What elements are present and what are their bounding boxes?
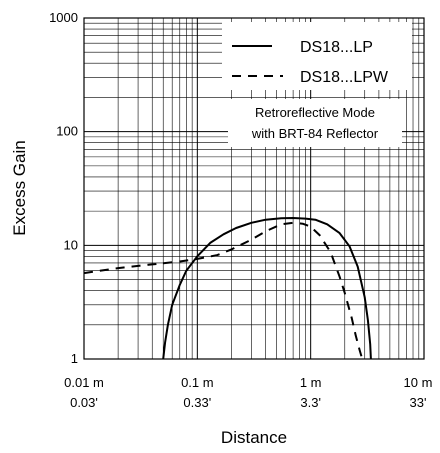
x-tick-label-feet: 3.3' (300, 395, 321, 410)
series-line-lpw (83, 221, 364, 360)
x-tick-label: 1 m (300, 375, 322, 390)
x-tick-labels: 0.01 m 0.03' 0.1 m 0.33' 1 m 3.3' 10 m 33' (64, 375, 432, 410)
x-tick-label-feet: 0.03' (70, 395, 98, 410)
y-tick-label: 1 (71, 351, 78, 366)
legend-box (222, 22, 412, 90)
y-tick-label: 100 (56, 124, 78, 139)
x-tick-label: 0.01 m (64, 375, 104, 390)
annotation-line-1: Retroreflective Mode (255, 105, 375, 120)
x-axis-title: Distance (221, 428, 287, 447)
annotation-line-2: with BRT-84 Reflector (251, 126, 379, 141)
plot-frame (83, 17, 425, 360)
legend-label-lpw: DS18...LPW (300, 69, 389, 86)
y-tick-label: 1000 (49, 10, 78, 25)
series-layer (83, 217, 372, 360)
x-tick-label-feet: 0.33' (183, 395, 211, 410)
y-axis-title: Excess Gain (10, 140, 29, 235)
y-tick-labels: 1 10 100 1000 (49, 10, 78, 366)
series-line-lp (162, 217, 372, 360)
x-tick-label-feet: 33' (410, 395, 427, 410)
annotation-box (228, 99, 402, 147)
y-tick-label: 10 (64, 237, 78, 252)
x-tick-label: 0.1 m (181, 375, 214, 390)
legend-label-lp: DS18...LP (300, 39, 373, 56)
x-tick-label: 10 m (404, 375, 433, 390)
